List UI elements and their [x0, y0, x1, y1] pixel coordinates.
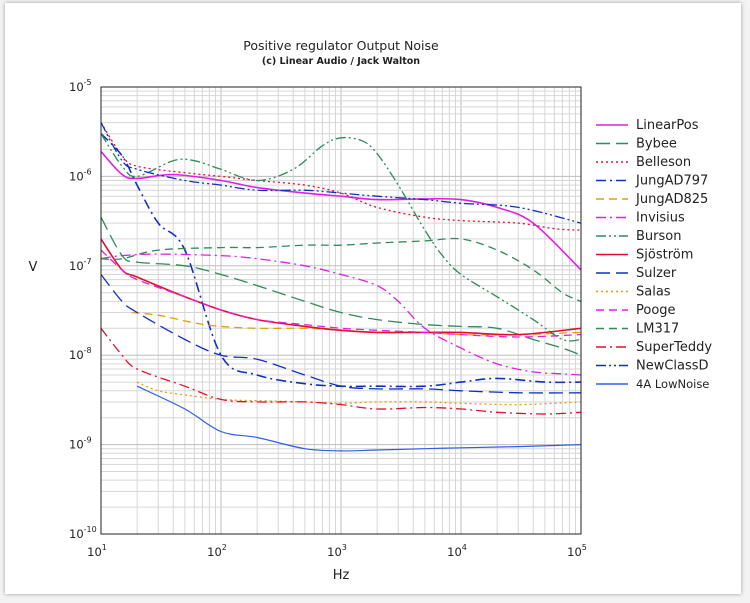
legend-label: JungAD797 [635, 174, 708, 189]
x-tick-labels: 101 102 103 104 105 [87, 543, 587, 559]
series-line [100, 238, 582, 336]
legend-label: Belleson [636, 155, 691, 170]
x-tick-label: 103 [327, 543, 347, 559]
series-line [100, 133, 582, 388]
plot-frame [100, 86, 582, 535]
y-tick-label: 10-6 [69, 167, 92, 183]
legend-label: Invisius [636, 211, 685, 226]
legend-label: Sjöström [636, 248, 693, 263]
legend-label: JungAD825 [635, 192, 708, 207]
x-tick-label: 101 [87, 543, 107, 559]
series-line [100, 216, 582, 356]
series-line [100, 150, 582, 271]
series-line [100, 249, 582, 338]
series-line [136, 381, 582, 406]
grid [101, 87, 581, 534]
series-line [136, 385, 582, 452]
noise-chart: Positive regulator Output Noise (c) Line… [29, 38, 713, 583]
legend: LinearPos Bybee Belleson JungAD797 JungAD825… [596, 118, 712, 391]
x-tick-label: 102 [207, 543, 227, 559]
legend-label: Sulzer [636, 266, 677, 281]
y-axis-label: V [29, 260, 38, 275]
series-line [100, 122, 582, 231]
legend-label: Salas [636, 285, 671, 300]
legend-label: Burson [636, 229, 681, 244]
y-tick-label: 10-9 [69, 436, 92, 452]
legend-label: SuperTeddy [636, 340, 712, 355]
legend-label: Pooge [636, 303, 676, 318]
chart-title: Positive regulator Output Noise [243, 38, 439, 53]
y-tick-labels: 10-10 10-9 10-8 10-7 10-6 10-5 [69, 78, 97, 541]
legend-label: 4A LowNoise [636, 377, 709, 391]
series-line [100, 133, 582, 342]
chart-subtitle: (c) Linear Audio / Jack Walton [262, 56, 420, 67]
series-line [100, 274, 582, 394]
series-layer [100, 122, 582, 452]
legend-label: LM317 [636, 322, 679, 337]
x-tick-label: 104 [447, 543, 467, 559]
series-line [100, 122, 582, 224]
y-tick-label: 10-8 [69, 346, 92, 362]
legend-label: NewClassD [636, 359, 709, 374]
chart-window: Positive regulator Output Noise (c) Line… [5, 3, 741, 594]
series-line [100, 253, 582, 376]
y-tick-label: 10-5 [69, 78, 92, 94]
y-tick-label: 10-7 [69, 257, 92, 273]
x-tick-label: 105 [567, 543, 587, 559]
series-line [100, 327, 582, 415]
legend-label: LinearPos [636, 118, 699, 133]
x-axis-label: Hz [333, 568, 350, 583]
y-tick-label: 10-10 [69, 525, 97, 541]
legend-label: Bybee [636, 137, 677, 152]
